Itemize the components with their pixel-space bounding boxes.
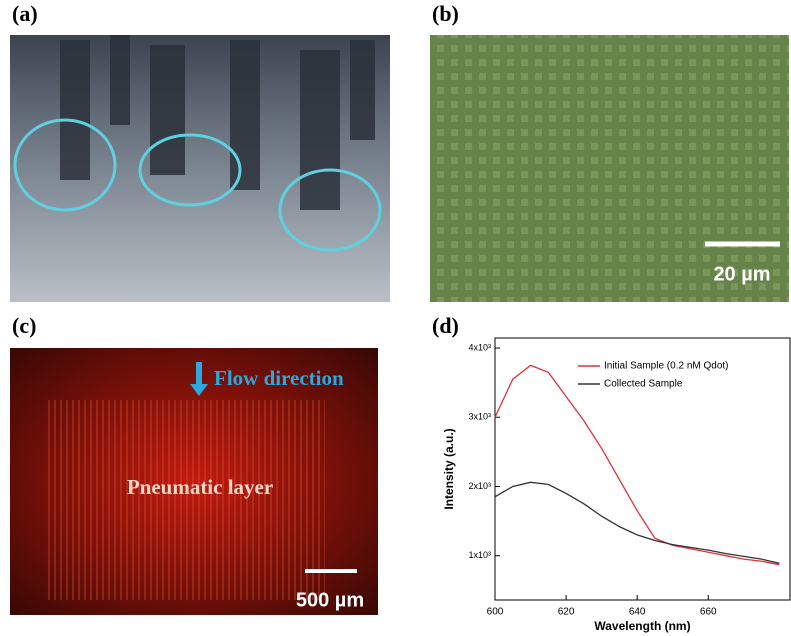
x-axis-label: Wavelength (nm) xyxy=(594,619,690,633)
panel-label: (a) xyxy=(12,1,38,26)
legend-label: Initial Sample (0.2 nM Qdot) xyxy=(604,361,729,372)
y-axis-label: Intensity (a.u.) xyxy=(442,428,456,509)
plot-frame xyxy=(495,338,790,600)
data-line xyxy=(495,482,779,563)
panel-label: (d) xyxy=(432,313,459,338)
image-b xyxy=(430,35,789,302)
x-tick-label: 640 xyxy=(629,607,646,618)
x-tick-label: 660 xyxy=(700,607,717,618)
chart: 600 620 640 660 1x10³ 2x10³ 3x10³ 4x10³ Waveleng… xyxy=(442,338,790,633)
y-tick-label: 1x10³ xyxy=(468,550,491,560)
x-tick-label: 600 xyxy=(487,607,504,618)
panel-label: (c) xyxy=(12,313,36,338)
legend-label: Collected Sample xyxy=(604,379,683,390)
y-tick-label: 3x10³ xyxy=(468,412,491,422)
panel-label: (b) xyxy=(432,1,459,26)
y-tick-label: 2x10³ xyxy=(468,481,491,491)
scale-text: 20 µm xyxy=(713,263,770,285)
channels xyxy=(45,400,325,600)
y-tick-label: 4x10³ xyxy=(468,342,491,352)
scale-text: 500 µm xyxy=(296,589,364,611)
flow-text: Flow direction xyxy=(214,366,344,390)
figure: (a) (b) 20 µm (c) Flow direction Pneumat… xyxy=(0,0,791,636)
x-tick-label: 620 xyxy=(558,607,575,618)
layer-text: Pneumatic layer xyxy=(127,475,273,499)
